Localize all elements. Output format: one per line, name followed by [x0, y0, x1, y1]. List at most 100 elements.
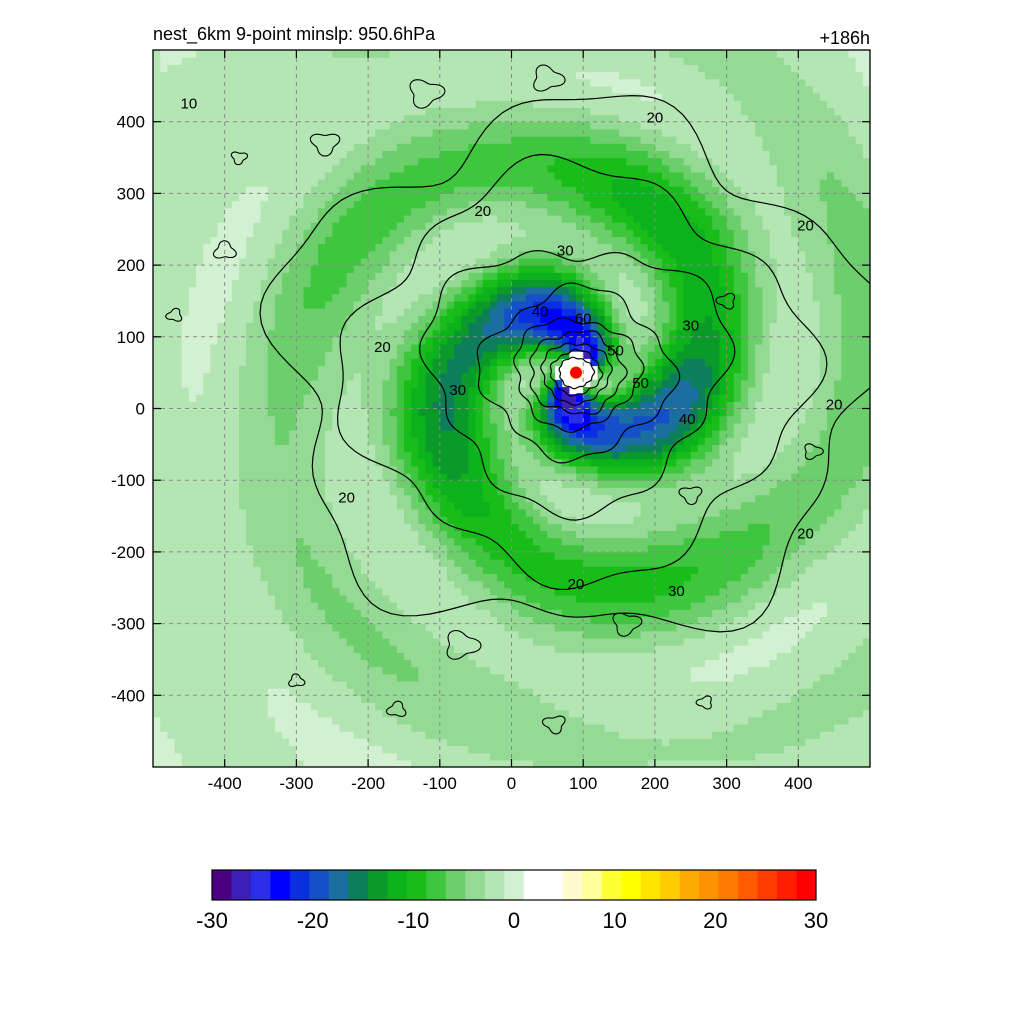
field-cell	[475, 494, 484, 503]
field-cell	[282, 157, 290, 166]
field-cell	[239, 128, 247, 137]
field-cell	[239, 257, 247, 266]
field-cell	[289, 408, 297, 417]
field-cell	[210, 659, 219, 668]
field-cell	[425, 78, 434, 87]
field-cell	[167, 559, 176, 567]
field-cell	[303, 573, 312, 582]
field-cell	[504, 107, 513, 116]
field-cell	[468, 401, 477, 410]
field-cell	[274, 530, 283, 539]
field-cell	[339, 85, 348, 94]
field-cell	[411, 494, 419, 503]
field-cell	[446, 265, 455, 273]
field-cell	[303, 609, 312, 618]
field-cell	[396, 286, 405, 295]
field-cell	[403, 745, 412, 754]
field-cell	[396, 243, 405, 252]
field-cell	[468, 85, 477, 94]
field-cell	[296, 630, 305, 639]
field-cell	[246, 222, 254, 230]
field-cell	[332, 100, 341, 108]
field-cell	[468, 372, 477, 381]
field-cell	[325, 114, 333, 123]
field-cell	[267, 508, 276, 517]
field-cell	[296, 78, 305, 87]
field-cell	[260, 279, 269, 288]
field-cell	[353, 551, 362, 560]
field-cell	[203, 473, 211, 481]
field-cell	[181, 437, 190, 445]
field-cell	[468, 136, 477, 144]
field-cell	[360, 386, 369, 395]
field-cell	[353, 451, 362, 460]
field-cell	[454, 351, 462, 359]
field-cell	[489, 437, 498, 445]
field-cell	[375, 501, 384, 510]
field-cell	[368, 300, 376, 309]
field-cell	[454, 236, 462, 245]
field-cell	[303, 430, 312, 438]
field-cell	[196, 695, 204, 704]
field-cell	[217, 386, 226, 395]
field-cell	[396, 666, 405, 675]
field-cell	[482, 171, 491, 180]
field-cell	[153, 494, 161, 503]
field-cell	[260, 93, 269, 101]
field-cell	[153, 71, 161, 80]
field-cell	[310, 602, 319, 610]
field-cell	[489, 422, 498, 431]
field-cell	[217, 57, 226, 65]
field-cell	[317, 229, 326, 238]
field-cell	[210, 559, 219, 567]
field-cell	[497, 523, 505, 531]
field-cell	[210, 394, 219, 402]
field-cell	[303, 530, 312, 539]
field-cell	[160, 179, 168, 187]
field-cell	[325, 480, 333, 488]
field-cell	[167, 193, 176, 202]
field-cell	[339, 659, 348, 668]
field-cell	[411, 243, 419, 252]
field-cell	[282, 236, 290, 245]
field-cell	[468, 666, 477, 675]
field-cell	[296, 85, 305, 94]
field-cell	[203, 415, 211, 424]
field-cell	[461, 372, 470, 381]
field-cell	[296, 645, 305, 653]
field-cell	[461, 473, 470, 481]
field-cell	[181, 408, 190, 417]
field-cell	[274, 473, 283, 481]
field-cell	[246, 680, 254, 689]
field-cell	[432, 300, 441, 309]
field-cell	[274, 164, 283, 173]
field-cell	[461, 530, 470, 539]
field-cell	[403, 652, 412, 661]
field-cell	[411, 85, 419, 94]
field-cell	[489, 695, 498, 704]
field-cell	[389, 343, 398, 352]
field-cell	[296, 437, 305, 445]
field-cell	[461, 315, 470, 324]
field-cell	[253, 473, 262, 481]
field-cell	[339, 308, 348, 316]
field-cell	[160, 573, 168, 582]
field-cell	[246, 207, 254, 216]
field-cell	[368, 544, 376, 553]
field-cell	[210, 236, 219, 245]
field-cell	[411, 702, 419, 711]
field-cell	[325, 616, 333, 625]
field-cell	[368, 85, 376, 94]
field-cell	[174, 114, 183, 123]
field-cell	[260, 171, 269, 180]
field-cell	[217, 257, 226, 266]
field-cell	[317, 329, 326, 338]
field-cell	[346, 465, 355, 474]
field-cell	[454, 709, 462, 718]
field-cell	[432, 566, 441, 575]
field-cell	[303, 723, 312, 732]
field-cell	[188, 64, 197, 73]
field-cell	[174, 688, 183, 696]
field-cell	[411, 422, 419, 431]
field-cell	[267, 501, 276, 510]
